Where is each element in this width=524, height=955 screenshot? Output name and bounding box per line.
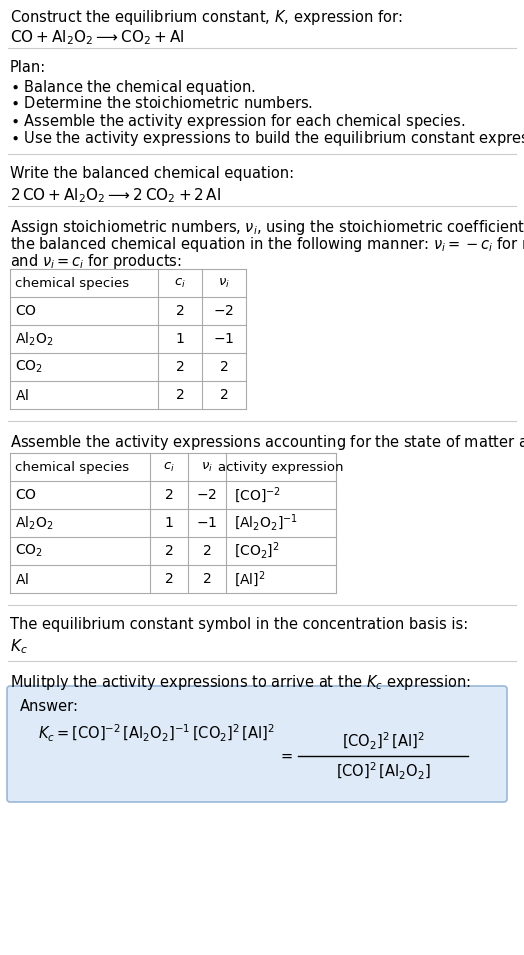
Text: 2: 2 — [165, 544, 173, 558]
Text: 2: 2 — [176, 304, 184, 318]
Text: $-2$: $-2$ — [196, 488, 217, 502]
Text: $c_i$: $c_i$ — [174, 276, 186, 289]
Text: $-1$: $-1$ — [213, 332, 235, 346]
Text: $\bullet$ Determine the stoichiometric numbers.: $\bullet$ Determine the stoichiometric n… — [10, 95, 313, 111]
Text: and $\nu_i = c_i$ for products:: and $\nu_i = c_i$ for products: — [10, 252, 182, 271]
Text: $[\mathrm{Al}]^{2}$: $[\mathrm{Al}]^{2}$ — [234, 569, 266, 589]
Text: $[\mathrm{Al_2O_2}]^{-1}$: $[\mathrm{Al_2O_2}]^{-1}$ — [234, 513, 298, 533]
Text: $\mathrm{CO}$: $\mathrm{CO}$ — [15, 488, 37, 502]
Text: Assemble the activity expressions accounting for the state of matter and $\nu_i$: Assemble the activity expressions accoun… — [10, 433, 524, 452]
Text: 2: 2 — [176, 388, 184, 402]
Text: $c_i$: $c_i$ — [163, 460, 175, 474]
Text: $\mathrm{Al}$: $\mathrm{Al}$ — [15, 388, 29, 402]
Text: $\mathrm{Al}$: $\mathrm{Al}$ — [15, 571, 29, 586]
Text: Assign stoichiometric numbers, $\nu_i$, using the stoichiometric coefficients, $: Assign stoichiometric numbers, $\nu_i$, … — [10, 218, 524, 237]
Text: 2: 2 — [220, 388, 228, 402]
Text: $\mathrm{CO} + \mathrm{Al_2O_2} \longrightarrow \mathrm{CO_2} + \mathrm{Al}$: $\mathrm{CO} + \mathrm{Al_2O_2} \longrig… — [10, 28, 184, 47]
Text: 1: 1 — [165, 516, 173, 530]
Text: The equilibrium constant symbol in the concentration basis is:: The equilibrium constant symbol in the c… — [10, 617, 468, 632]
Text: the balanced chemical equation in the following manner: $\nu_i = -c_i$ for react: the balanced chemical equation in the fo… — [10, 235, 524, 254]
Text: 2: 2 — [203, 572, 211, 586]
Text: Answer:: Answer: — [20, 699, 79, 714]
Text: $\mathrm{CO_2}$: $\mathrm{CO_2}$ — [15, 359, 43, 375]
Text: $K_c = [\mathrm{CO}]^{-2}\,[\mathrm{Al_2O_2}]^{-1}\,[\mathrm{CO_2}]^{2}\,[\mathr: $K_c = [\mathrm{CO}]^{-2}\,[\mathrm{Al_2… — [38, 723, 275, 744]
Text: 1: 1 — [176, 332, 184, 346]
Text: $\bullet$ Assemble the activity expression for each chemical species.: $\bullet$ Assemble the activity expressi… — [10, 112, 465, 131]
Text: $K_c$: $K_c$ — [10, 637, 28, 656]
Text: chemical species: chemical species — [15, 460, 129, 474]
Text: Write the balanced chemical equation:: Write the balanced chemical equation: — [10, 166, 294, 181]
Text: $\mathrm{CO}$: $\mathrm{CO}$ — [15, 304, 37, 318]
Text: $[\mathrm{CO}]^{-2}$: $[\mathrm{CO}]^{-2}$ — [234, 485, 281, 505]
Text: $\mathrm{Al_2O_2}$: $\mathrm{Al_2O_2}$ — [15, 330, 53, 348]
FancyBboxPatch shape — [7, 686, 507, 802]
Text: activity expression: activity expression — [219, 460, 344, 474]
Text: Mulitply the activity expressions to arrive at the $K_c$ expression:: Mulitply the activity expressions to arr… — [10, 673, 471, 692]
Text: $[\mathrm{CO}]^{2}\,[\mathrm{Al_2O_2}]$: $[\mathrm{CO}]^{2}\,[\mathrm{Al_2O_2}]$ — [336, 760, 430, 781]
Text: $2\,\mathrm{CO} + \mathrm{Al_2O_2} \longrightarrow 2\,\mathrm{CO_2} + 2\,\mathrm: $2\,\mathrm{CO} + \mathrm{Al_2O_2} \long… — [10, 186, 221, 204]
Text: $-2$: $-2$ — [213, 304, 235, 318]
Text: Construct the equilibrium constant, $K$, expression for:: Construct the equilibrium constant, $K$,… — [10, 8, 402, 27]
Text: $\mathrm{CO_2}$: $\mathrm{CO_2}$ — [15, 542, 43, 560]
Text: $\nu_i$: $\nu_i$ — [201, 460, 213, 474]
Text: 2: 2 — [176, 360, 184, 374]
Text: $\mathrm{Al_2O_2}$: $\mathrm{Al_2O_2}$ — [15, 515, 53, 532]
Text: $[\mathrm{CO_2}]^{2}\,[\mathrm{Al}]^{2}$: $[\mathrm{CO_2}]^{2}\,[\mathrm{Al}]^{2}$ — [342, 731, 424, 752]
Text: 2: 2 — [165, 572, 173, 586]
Text: $\nu_i$: $\nu_i$ — [218, 276, 230, 289]
Text: 2: 2 — [165, 488, 173, 502]
Text: chemical species: chemical species — [15, 277, 129, 289]
Text: $=$: $=$ — [278, 748, 293, 762]
Text: 2: 2 — [203, 544, 211, 558]
Text: $-1$: $-1$ — [196, 516, 217, 530]
Text: $\bullet$ Use the activity expressions to build the equilibrium constant express: $\bullet$ Use the activity expressions t… — [10, 129, 524, 148]
Text: $\bullet$ Balance the chemical equation.: $\bullet$ Balance the chemical equation. — [10, 78, 255, 97]
Text: 2: 2 — [220, 360, 228, 374]
Text: $[\mathrm{CO_2}]^{2}$: $[\mathrm{CO_2}]^{2}$ — [234, 541, 279, 562]
Text: Plan:: Plan: — [10, 60, 46, 75]
